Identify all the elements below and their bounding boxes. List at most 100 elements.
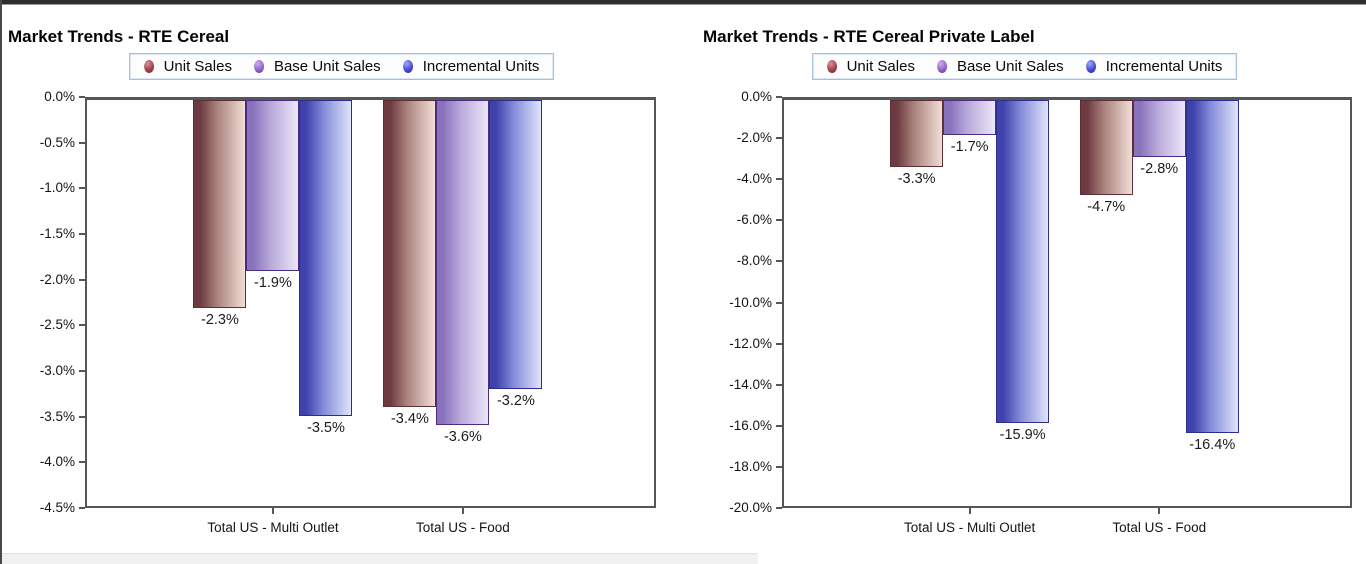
- chart-rte-cereal: Market Trends - RTE Cereal Unit Sales Bas…: [8, 27, 656, 535]
- y-axis-tick: [776, 96, 782, 98]
- y-axis-tick: [776, 301, 782, 304]
- x-axis-tick: [271, 506, 274, 514]
- bar-unit-sales-total-us-food: [1079, 100, 1133, 196]
- y-axis-tick: [79, 324, 85, 327]
- bar-unit-sales-total-us-multi-outlet: [890, 100, 944, 167]
- legend: Unit Sales Base Unit Sales Incremental Uni…: [811, 53, 1238, 80]
- y-axis-tick: [79, 233, 85, 235]
- y-axis-label: -20.0%: [729, 500, 772, 515]
- y-axis-label: -4.0%: [39, 454, 75, 470]
- y-axis-label: -1.5%: [39, 226, 75, 241]
- data-label: -1.9%: [254, 275, 292, 292]
- bar-incremental-units-total-us-multi-outlet: [299, 100, 353, 416]
- y-axis-tick: [79, 507, 85, 509]
- y-axis-label: -6.0%: [736, 212, 772, 228]
- legend-label: Unit Sales: [846, 58, 915, 75]
- top-border: [0, 0, 1366, 5]
- x-axis-category-label: Total US - Multi Outlet: [207, 520, 339, 535]
- y-axis-label: -1.0%: [39, 180, 75, 196]
- y-axis-tick: [776, 137, 782, 140]
- x-axis-category-label: Total US - Food: [1112, 520, 1207, 535]
- legend-item-unit-sales: Unit Sales: [143, 58, 232, 75]
- bar-incremental-units-total-us-food: [489, 100, 543, 389]
- y-axis-tick: [776, 342, 782, 345]
- legend-item-incremental-units: Incremental Units: [402, 58, 540, 75]
- y-axis-tick: [776, 178, 782, 181]
- y-axis-tick: [776, 219, 782, 222]
- y-axis-label: -2.0%: [736, 130, 772, 146]
- y-axis-label: -8.0%: [736, 253, 772, 269]
- data-label: -3.4%: [390, 410, 429, 427]
- x-axis-category-label: Total US - Food: [416, 520, 510, 535]
- y-axis-tick: [776, 465, 782, 468]
- legend-marker-icon: [936, 60, 947, 73]
- plot-area: [782, 97, 1352, 508]
- legend-label: Incremental Units: [422, 58, 540, 75]
- y-axis-tick: [776, 507, 782, 509]
- bar-unit-sales-total-us-multi-outlet: [193, 100, 247, 308]
- bar-base-unit-sales-total-us-multi-outlet: [246, 100, 300, 272]
- y-axis-label: -3.5%: [39, 408, 75, 424]
- y-axis-label: -0.5%: [39, 134, 75, 150]
- data-label: -1.7%: [950, 138, 989, 155]
- legend-item-base-unit-sales: Base Unit Sales: [936, 58, 1064, 75]
- legend-marker-icon: [143, 60, 154, 73]
- legend-label: Unit Sales: [163, 58, 232, 75]
- legend-label: Base Unit Sales: [273, 58, 381, 75]
- legend-marker-icon: [402, 60, 413, 73]
- y-axis-label: -16.0%: [729, 417, 772, 433]
- legend-item-base-unit-sales: Base Unit Sales: [253, 58, 381, 75]
- bar-base-unit-sales-total-us-multi-outlet: [943, 100, 997, 135]
- legend-marker-icon: [1085, 60, 1096, 73]
- data-label: -2.8%: [1140, 160, 1179, 177]
- data-label: -3.6%: [443, 428, 482, 445]
- plot-area: [85, 97, 656, 508]
- y-axis-label: -14.0%: [729, 376, 772, 392]
- data-label: -2.3%: [201, 311, 239, 328]
- data-label: -3.3%: [897, 170, 936, 187]
- chart-rte-cereal-private-label: Market Trends - RTE Cereal Private Label…: [683, 0, 1366, 564]
- y-axis-tick: [776, 383, 782, 386]
- data-label: -3.5%: [307, 419, 345, 436]
- bar-unit-sales-total-us-food: [383, 100, 437, 407]
- y-axis-tick: [79, 187, 85, 190]
- data-label: -3.2%: [496, 392, 535, 409]
- y-axis-label: -2.0%: [39, 271, 75, 287]
- legend-label: Incremental Units: [1105, 58, 1223, 75]
- y-axis-tick: [79, 141, 85, 144]
- data-label: -15.9%: [999, 426, 1046, 443]
- y-axis-tick: [79, 96, 85, 98]
- bar-incremental-units-total-us-multi-outlet: [996, 100, 1050, 423]
- legend-marker-icon: [253, 60, 264, 73]
- y-axis-label: 0.0%: [44, 89, 75, 104]
- y-axis-label: -10.0%: [729, 294, 772, 310]
- y-axis-label: -18.0%: [729, 458, 772, 474]
- y-axis-tick: [79, 370, 85, 372]
- y-axis-tick: [79, 278, 85, 281]
- x-axis-tick: [461, 506, 464, 514]
- legend-item-incremental-units: Incremental Units: [1085, 58, 1223, 75]
- y-axis-label: -4.5%: [39, 500, 75, 515]
- page-title: Market Trends - RTE Cereal: [8, 27, 230, 47]
- legend-label: Base Unit Sales: [956, 58, 1064, 75]
- y-axis-tick: [79, 415, 85, 418]
- bar-incremental-units-total-us-food: [1185, 100, 1239, 433]
- legend-marker-icon: [826, 60, 837, 73]
- legend-item-unit-sales: Unit Sales: [826, 58, 915, 75]
- y-axis-label: 0.0%: [741, 89, 772, 104]
- page-title: Market Trends - RTE Cereal Private Label: [703, 27, 1035, 47]
- y-axis-label: -3.0%: [39, 363, 75, 378]
- legend: Unit Sales Base Unit Sales Incremental Uni…: [128, 53, 555, 80]
- y-axis-label: -12.0%: [729, 335, 772, 351]
- y-axis-label: -4.0%: [736, 171, 772, 187]
- bar-base-unit-sales-total-us-food: [436, 100, 490, 425]
- x-axis-tick: [1158, 506, 1161, 514]
- y-axis-tick: [79, 461, 85, 464]
- y-axis-label: -2.5%: [39, 317, 75, 333]
- y-axis-tick: [776, 260, 782, 263]
- left-border: [0, 0, 2, 564]
- data-label: -16.4%: [1189, 436, 1236, 453]
- bottom-panel-edge: [2, 553, 758, 564]
- bar-base-unit-sales-total-us-food: [1132, 100, 1186, 157]
